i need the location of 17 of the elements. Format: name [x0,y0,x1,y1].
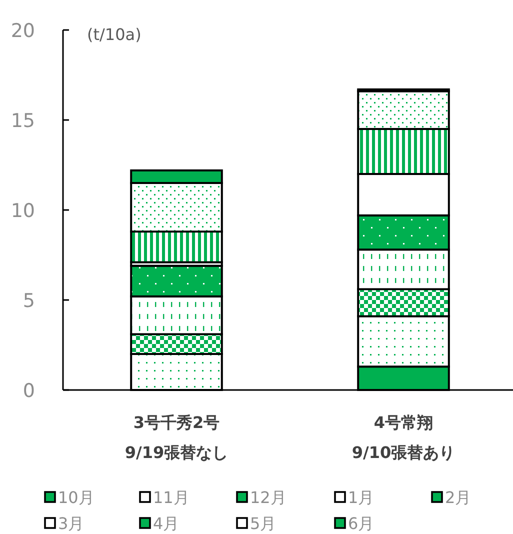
legend-label: 3月 [58,514,84,533]
legend-label: 2月 [445,488,472,507]
y-tick-label: 0 [22,380,35,402]
y-tick-label: 20 [10,20,35,42]
legend-label: 6月 [348,514,374,533]
legend-label: 11月 [153,488,190,507]
legend-label: 1月 [348,488,374,507]
x-tick-label: 3号千秀2号 9/19張替なし [124,413,228,462]
legend-label: 10月 [58,488,94,507]
y-tick-label: 15 [10,110,35,132]
y-tick-label: 10 [10,200,35,222]
y-axis-title: (t/10a) [87,25,142,44]
legend-label: 5月 [250,514,276,533]
legend-label: 4月 [153,514,180,533]
y-tick-label: 5 [22,290,35,312]
legend-label: 12月 [250,488,286,507]
x-tick-label: 4号常翔 9/10張替あり [352,413,456,462]
